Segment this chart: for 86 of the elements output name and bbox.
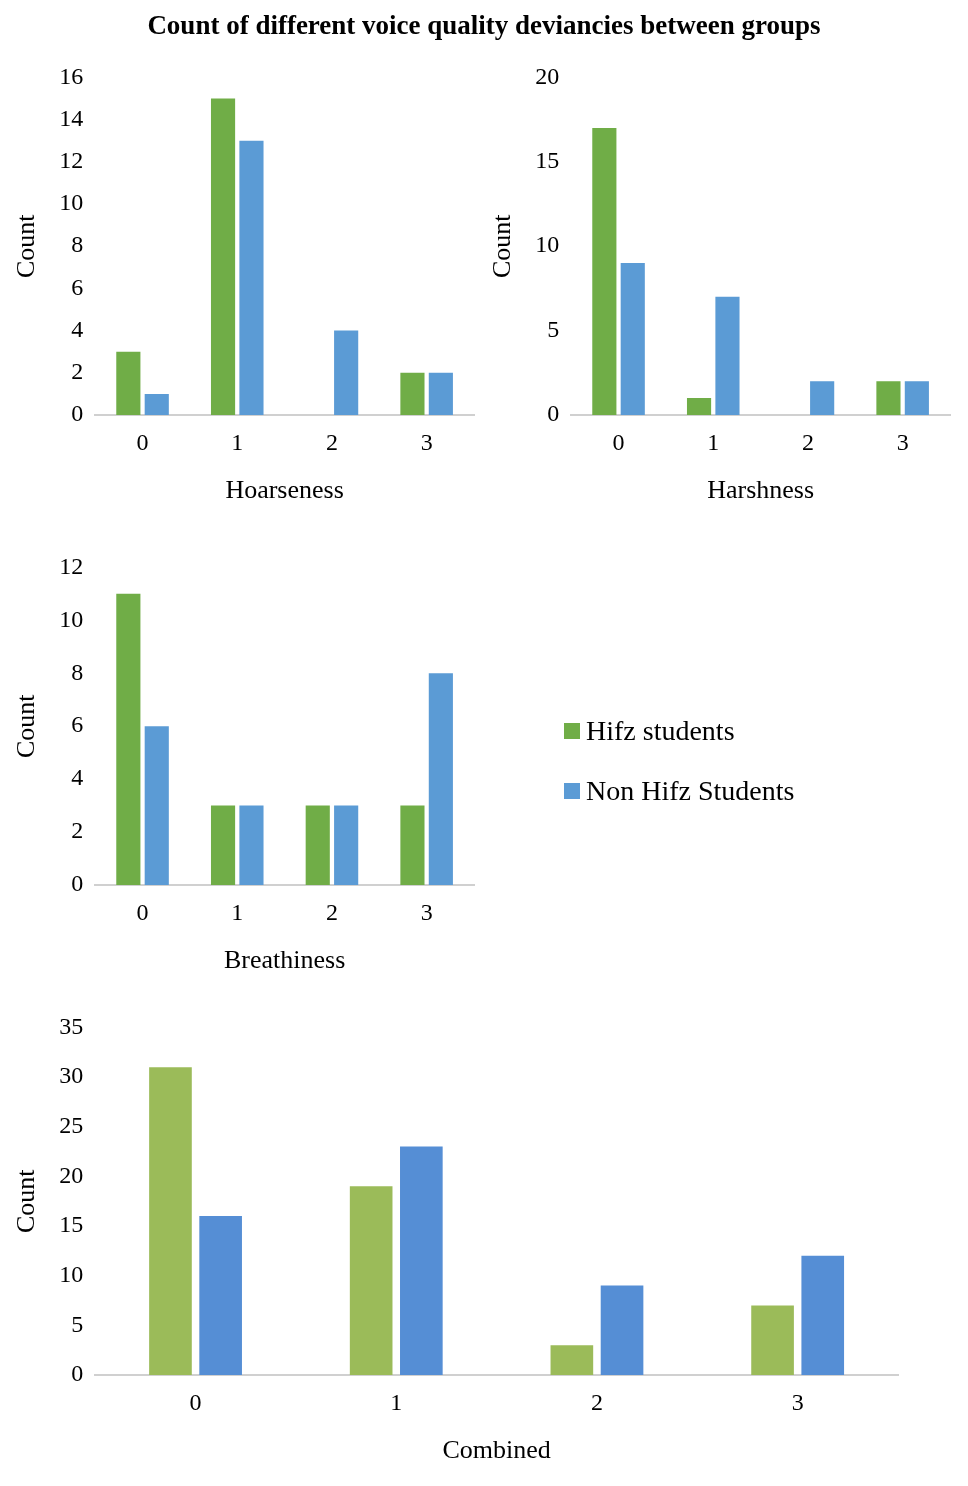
- x-tick-label: 0: [612, 428, 625, 455]
- y-axis-title: Count: [11, 693, 41, 758]
- x-tick-label: 1: [707, 428, 720, 455]
- bar: [239, 805, 264, 885]
- y-tick-label: 20: [535, 62, 560, 89]
- y-tick-label: 30: [59, 1062, 84, 1089]
- legend-label: Hifz students: [586, 715, 735, 747]
- bar: [144, 726, 169, 885]
- bar: [400, 805, 425, 885]
- x-tick-label: 2: [325, 898, 338, 925]
- bar: [620, 263, 645, 415]
- bar: [349, 1186, 393, 1375]
- bar: [715, 296, 740, 415]
- bar: [592, 128, 617, 415]
- y-tick-label: 35: [59, 1012, 84, 1039]
- x-tick-label: 1: [390, 1388, 403, 1415]
- bar: [199, 1216, 242, 1375]
- y-tick-label: 8: [71, 658, 84, 685]
- x-tick-label: 2: [325, 428, 338, 455]
- y-tick-label: 10: [535, 231, 560, 258]
- y-axis-title: Count: [11, 213, 41, 278]
- y-tick-label: 0: [71, 400, 84, 427]
- bar: [334, 330, 359, 415]
- bar: [876, 381, 901, 415]
- bar: [428, 673, 453, 885]
- y-axis-title: Count: [487, 213, 517, 278]
- x-tick-label: 3: [896, 428, 909, 455]
- chart-title: Count of different voice quality deviancies between groups: [146, 9, 822, 42]
- x-tick-label: 3: [791, 1388, 804, 1415]
- bar: [239, 140, 264, 415]
- y-tick-label: 25: [59, 1112, 84, 1139]
- legend-label: Non Hifz Students: [586, 775, 795, 807]
- bar: [428, 372, 453, 415]
- y-tick-label: 10: [59, 1260, 84, 1287]
- y-tick-label: 10: [59, 189, 84, 216]
- bar: [810, 381, 835, 415]
- x-axis-title: Breathiness: [223, 945, 346, 975]
- bar: [334, 805, 359, 885]
- y-tick-label: 0: [547, 400, 560, 427]
- y-tick-label: 15: [535, 147, 560, 174]
- y-tick-label: 0: [71, 1360, 84, 1387]
- bar: [400, 1146, 443, 1375]
- y-tick-label: 20: [59, 1161, 84, 1188]
- x-tick-label: 1: [231, 428, 244, 455]
- bar: [550, 1345, 594, 1375]
- y-tick-label: 0: [71, 870, 84, 897]
- x-axis-title: Harshness: [707, 475, 815, 505]
- y-tick-label: 12: [59, 552, 84, 579]
- x-axis-title: Hoarseness: [225, 475, 344, 505]
- bar: [400, 372, 425, 415]
- y-tick-label: 5: [547, 315, 560, 342]
- bar: [116, 351, 141, 415]
- bar: [144, 393, 169, 415]
- y-tick-label: 2: [71, 817, 84, 844]
- y-tick-label: 10: [59, 605, 84, 632]
- bar: [751, 1305, 794, 1375]
- x-tick-label: 3: [420, 428, 433, 455]
- bar: [801, 1255, 845, 1375]
- x-tick-label: 2: [801, 428, 814, 455]
- bar: [149, 1067, 192, 1375]
- y-tick-label: 4: [71, 315, 84, 342]
- y-tick-label: 5: [71, 1310, 84, 1337]
- x-axis-title: Combined: [442, 1435, 551, 1465]
- y-tick-label: 6: [71, 273, 84, 300]
- x-tick-label: 0: [136, 898, 149, 925]
- y-tick-label: 15: [59, 1211, 84, 1238]
- y-tick-label: 2: [71, 358, 84, 385]
- y-tick-label: 14: [59, 104, 84, 131]
- y-tick-label: 16: [59, 62, 84, 89]
- x-tick-label: 3: [420, 898, 433, 925]
- x-tick-label: 2: [590, 1388, 603, 1415]
- bar: [116, 593, 141, 885]
- x-tick-label: 1: [231, 898, 244, 925]
- bar: [305, 805, 330, 885]
- y-tick-label: 12: [59, 147, 84, 174]
- bar: [210, 805, 236, 885]
- y-tick-label: 4: [71, 764, 84, 791]
- y-tick-label: 6: [71, 711, 84, 738]
- y-axis-title: Count: [11, 1168, 41, 1233]
- bar: [600, 1285, 644, 1375]
- bar: [210, 98, 236, 415]
- x-tick-label: 0: [189, 1388, 202, 1415]
- bar: [686, 398, 712, 415]
- bar: [904, 381, 929, 415]
- y-tick-label: 8: [71, 231, 84, 258]
- x-tick-label: 0: [136, 428, 149, 455]
